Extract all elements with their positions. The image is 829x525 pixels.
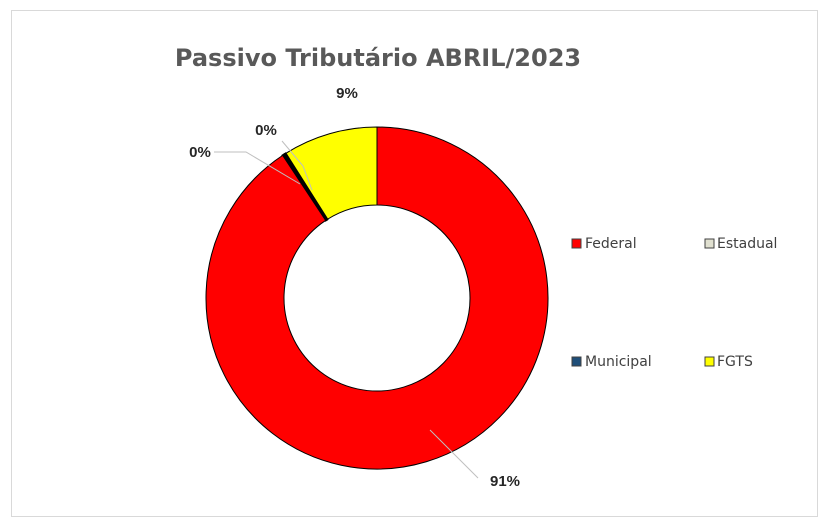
- slices-group: [205, 126, 549, 470]
- leader-line-federal: [429, 429, 479, 479]
- data-label-municipal: 0%: [189, 144, 211, 161]
- data-label-estadual: 0%: [255, 122, 277, 139]
- leader-line-municipal: [214, 151, 301, 185]
- legend-swatch-fgts: [704, 356, 715, 367]
- slice-federal: [205, 126, 549, 470]
- legend-item-estadual: Estadual: [704, 236, 777, 252]
- data-labels: 91% 0% 0% 9%: [189, 85, 520, 490]
- legend-label-federal: Federal: [585, 236, 637, 252]
- legend-swatch-estadual: [704, 238, 715, 249]
- chart-title: Passivo Tributário ABRIL/2023: [175, 44, 581, 72]
- leader-lines: [214, 140, 479, 479]
- legend-item-federal: Federal: [571, 236, 637, 252]
- legend-swatch-municipal: [571, 356, 582, 367]
- data-label-fgts: 9%: [336, 85, 358, 102]
- legend-swatch-federal: [571, 238, 582, 249]
- data-label-federal: 91%: [490, 473, 520, 490]
- legend: Federal Estadual Municipal FGTS: [571, 236, 777, 370]
- legend-label-fgts: FGTS: [717, 354, 753, 370]
- legend-item-municipal: Municipal: [571, 354, 652, 370]
- legend-item-fgts: FGTS: [704, 354, 753, 370]
- legend-label-municipal: Municipal: [585, 354, 652, 370]
- legend-label-estadual: Estadual: [717, 236, 777, 252]
- leader-line-estadual: [281, 140, 313, 191]
